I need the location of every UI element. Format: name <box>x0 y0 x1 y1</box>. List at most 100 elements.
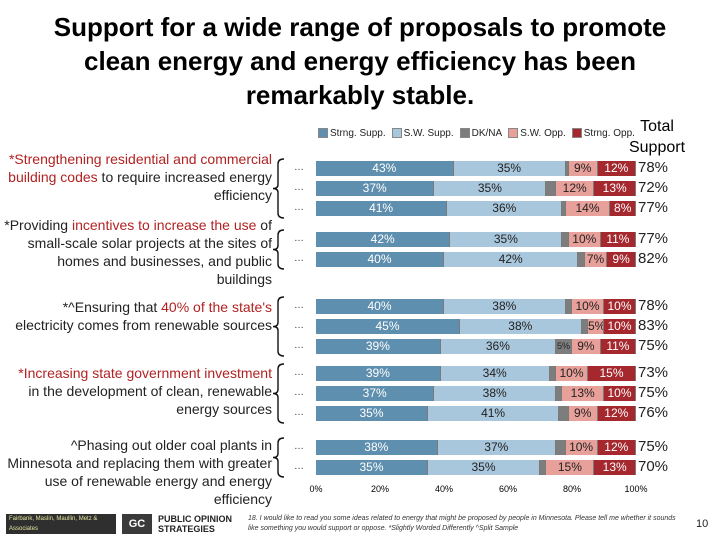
bar-segment <box>578 252 585 267</box>
row-dots: … <box>294 253 304 264</box>
question-label-part: *Increasing state government investment <box>18 365 272 381</box>
legend-label: Strng. Supp. <box>330 127 386 139</box>
question-label-part: *Strengthening residential and <box>8 151 201 167</box>
bar-segment: 9% <box>568 161 598 176</box>
bar-segment: 9% <box>572 339 601 354</box>
group-brace <box>272 296 285 357</box>
bar-segment: 35% <box>428 460 540 475</box>
bar-segment: 10% <box>572 299 604 314</box>
bar-segment: 41% <box>428 406 560 421</box>
legend-label: S.W. Opp. <box>520 127 566 139</box>
question-label-part: commercial building codes <box>8 151 272 185</box>
row-dots: … <box>294 387 304 398</box>
bar-segment: 35% <box>434 181 547 196</box>
group-brace <box>272 437 285 478</box>
legend-item: Strng. Opp. <box>571 126 635 140</box>
legend-label: S.W. Supp. <box>403 127 454 139</box>
row-dots: … <box>294 202 304 213</box>
bar-segment: 45% <box>316 319 460 334</box>
bar-segment: 13% <box>594 181 636 196</box>
total-support-value: 82% <box>638 250 669 267</box>
bar-segment: 12% <box>597 161 636 176</box>
bar-segment: 11% <box>600 232 636 247</box>
x-tick-label: 80% <box>562 484 581 494</box>
page-title: Support for a wide range of proposals to… <box>53 12 667 110</box>
bar-segment: 10% <box>556 366 588 381</box>
footnote: 18. I would like to read you some ideas … <box>248 515 676 532</box>
question-label-part: *Providing <box>4 217 72 233</box>
total-support-value: 78% <box>638 297 669 314</box>
x-tick-label: 40% <box>434 484 453 494</box>
row-dots: … <box>294 340 304 351</box>
total-support-value: 75% <box>638 384 669 401</box>
bar-segment <box>581 319 588 334</box>
bar-segment: 12% <box>597 440 636 455</box>
question-label-part: electricity comes from renewable sources <box>15 317 272 333</box>
question-label: *Increasing state government investment … <box>4 364 272 418</box>
total-support-header: Total Support <box>628 118 686 156</box>
bar-segment <box>562 201 566 216</box>
total-support-value: 72% <box>638 179 669 196</box>
row-dots: … <box>294 367 304 378</box>
page-number: 10 <box>696 518 709 530</box>
bar-segment <box>556 440 566 455</box>
row-dots: … <box>294 233 304 244</box>
bar-segment: 15% <box>546 460 595 475</box>
bar-segment: 10% <box>604 299 636 314</box>
bar-segment: 34% <box>440 366 550 381</box>
x-tick-label: 100% <box>624 484 648 494</box>
bar-segment: 38% <box>316 440 438 455</box>
bar-segment: 5% <box>556 339 572 354</box>
bar-segment: 37% <box>316 386 435 401</box>
bar-segment: 37% <box>437 440 556 455</box>
bar-segment: 14% <box>565 201 611 216</box>
question-label-part: in the development of clean, renewable e… <box>28 383 272 417</box>
bar-segment: 42% <box>316 232 451 247</box>
row-dots: … <box>294 162 304 173</box>
question-label: *Providing incentives to increase the us… <box>4 216 272 288</box>
legend-swatch <box>318 128 328 138</box>
gc-logo: GC <box>122 514 152 534</box>
legend-item: S.W. Opp. <box>508 126 566 140</box>
bar-segment: 35% <box>316 406 428 421</box>
legend-label: DK/NA <box>471 127 503 139</box>
bar-segment <box>556 386 563 401</box>
bar-segment: 42% <box>444 252 579 267</box>
total-support-value: 77% <box>638 230 669 247</box>
bar-segment: 12% <box>556 181 595 196</box>
row-dots: … <box>294 441 304 452</box>
bar-segment: 40% <box>316 252 444 267</box>
bar-segment: 11% <box>600 339 636 354</box>
legend-swatch <box>459 128 470 138</box>
bar-segment <box>565 161 569 176</box>
question-label: *^Ensuring that 40% of the state's elect… <box>4 298 272 334</box>
row-dots: … <box>294 461 304 472</box>
total-support-value: 75% <box>638 438 669 455</box>
bar-segment: 12% <box>597 406 636 421</box>
legend-swatch <box>391 128 402 138</box>
footer-logos: Fairbank, Maslin, Maullin, Metz & Associ… <box>6 514 232 534</box>
question-label-part: *^Ensuring that <box>62 299 162 315</box>
bar-segment: 35% <box>316 460 428 475</box>
question-label-part: of small-scale solar projects at the sit… <box>27 217 272 287</box>
pos-logo: PUBLIC OPINION STRATEGIES <box>158 514 232 534</box>
total-support-value: 77% <box>638 199 669 216</box>
group-brace <box>272 363 285 424</box>
bar-segment: 37% <box>316 181 435 196</box>
legend-swatch <box>571 128 582 138</box>
bar-segment: 8% <box>610 201 636 216</box>
bar-segment: 13% <box>562 386 604 401</box>
total-support-value: 78% <box>638 159 669 176</box>
bar-segment: 36% <box>440 339 556 354</box>
bar-segment <box>546 181 556 196</box>
row-dots: … <box>294 320 304 331</box>
bar-segment: 15% <box>588 366 636 381</box>
total-support-value: 73% <box>638 364 669 381</box>
row-dots: … <box>294 407 304 418</box>
total-support-value: 75% <box>638 337 669 354</box>
question-label-part: to require increased energy efficiency <box>97 169 272 203</box>
bar-segment: 35% <box>450 232 563 247</box>
bar-segment: 13% <box>594 460 636 475</box>
legend-swatch <box>508 128 519 138</box>
question-label-part: 40% of the state's <box>161 299 272 315</box>
